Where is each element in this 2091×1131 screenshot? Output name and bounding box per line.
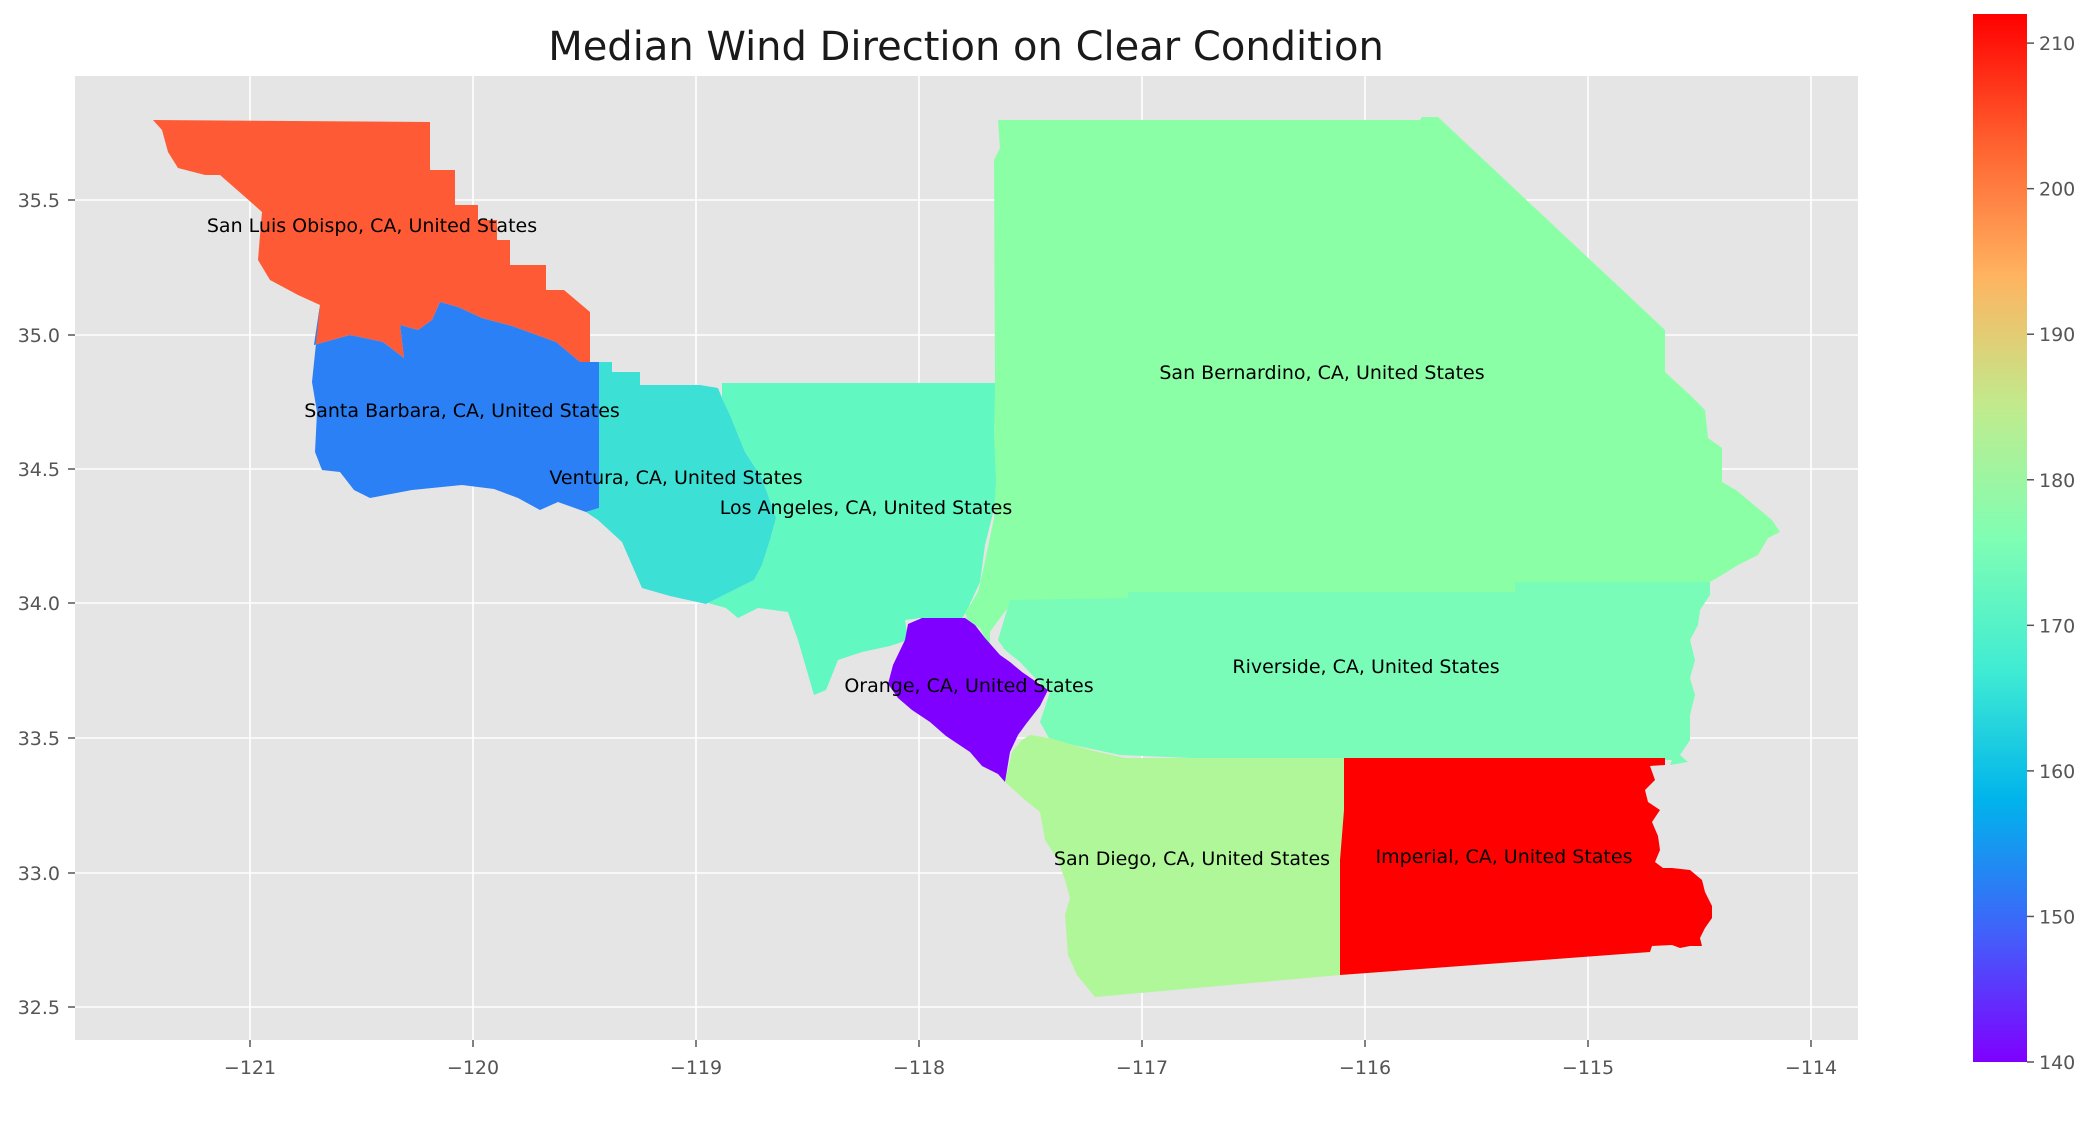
y-tick-label-0: 32.5 <box>18 997 60 1019</box>
x-axis-ticks <box>249 1040 1812 1047</box>
region-ventura[interactable] <box>586 362 776 604</box>
colorbar: 140 150 160 170 180 190 200 210 <box>1973 14 2075 1074</box>
map-title: Median Wind Direction on Clear Condition <box>548 24 1384 70</box>
colorbar-tick-label-7: 210 <box>2039 33 2075 55</box>
y-tick-label-3: 34.0 <box>18 593 60 615</box>
region-label-los-angeles: Los Angeles, CA, United States <box>720 497 1013 519</box>
y-tick-label-6: 35.5 <box>18 190 60 212</box>
y-tick-label-4: 34.5 <box>18 459 60 481</box>
region-label-san-luis-obispo: San Luis Obispo, CA, United States <box>207 215 537 237</box>
y-tick-label-2: 33.5 <box>18 728 60 750</box>
colorbar-tick-label-6: 200 <box>2039 179 2075 201</box>
x-tick-label-1: −120 <box>447 1057 499 1079</box>
colorbar-tick-label-4: 180 <box>2039 470 2075 492</box>
x-tick-label-6: −115 <box>1562 1057 1614 1079</box>
region-imperial[interactable] <box>1340 758 1712 975</box>
x-tick-label-3: −118 <box>893 1057 945 1079</box>
x-tick-label-4: −117 <box>1116 1057 1168 1079</box>
region-orange[interactable] <box>888 618 1048 782</box>
region-label-santa-barbara: Santa Barbara, CA, United States <box>304 400 620 422</box>
region-label-ventura: Ventura, CA, United States <box>549 467 802 489</box>
colorbar-gradient <box>1973 14 2027 1062</box>
region-los-angeles[interactable] <box>706 383 1000 695</box>
y-tick-label-5: 35.0 <box>18 325 60 347</box>
y-tick-label-1: 33.0 <box>18 863 60 885</box>
region-santa-barbara[interactable] <box>312 302 599 512</box>
region-label-san-bernardino: San Bernardino, CA, United States <box>1159 362 1484 384</box>
colorbar-tick-label-1: 150 <box>2039 906 2075 928</box>
region-label-san-diego: San Diego, CA, United States <box>1054 848 1330 870</box>
region-label-orange: Orange, CA, United States <box>844 675 1093 697</box>
colorbar-tick-label-0: 140 <box>2039 1052 2075 1074</box>
region-label-riverside: Riverside, CA, United States <box>1232 656 1499 678</box>
colorbar-tick-label-3: 170 <box>2039 615 2075 637</box>
x-tick-label-7: −114 <box>1785 1057 1837 1079</box>
y-axis-ticks <box>68 199 75 1008</box>
region-riverside[interactable] <box>998 582 1710 765</box>
region-san-bernardino[interactable] <box>965 117 1780 648</box>
x-tick-label-2: −119 <box>670 1057 722 1079</box>
colorbar-tick-label-2: 160 <box>2039 761 2075 783</box>
region-san-luis-obispo[interactable] <box>153 120 590 362</box>
x-tick-label-5: −116 <box>1339 1057 1391 1079</box>
x-tick-label-0: −121 <box>224 1057 276 1079</box>
region-label-imperial: Imperial, CA, United States <box>1376 846 1633 868</box>
region-san-diego[interactable] <box>1005 735 1344 997</box>
colorbar-tick-label-5: 190 <box>2039 324 2075 346</box>
